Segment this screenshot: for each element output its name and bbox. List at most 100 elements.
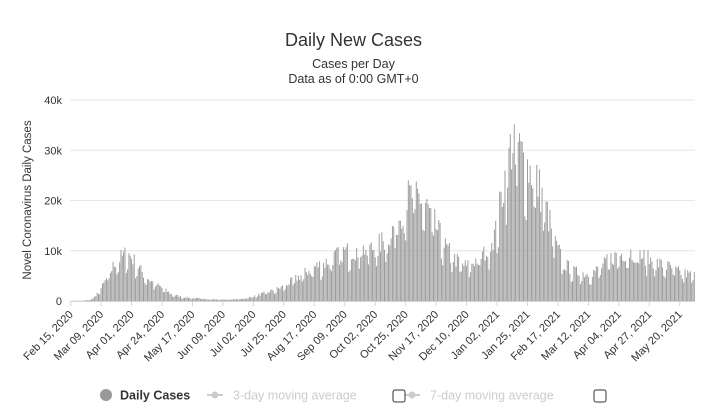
daily-case-bar[interactable]: [131, 258, 133, 301]
daily-case-bar[interactable]: [115, 267, 117, 301]
daily-case-bar[interactable]: [630, 249, 632, 301]
daily-case-bar[interactable]: [121, 255, 123, 301]
daily-case-bar[interactable]: [536, 164, 538, 301]
daily-case-bar[interactable]: [516, 186, 518, 301]
daily-case-bar[interactable]: [251, 297, 253, 301]
daily-case-bar[interactable]: [448, 243, 450, 301]
daily-case-bar[interactable]: [464, 260, 466, 301]
daily-case-bar[interactable]: [664, 277, 666, 301]
daily-case-bar[interactable]: [565, 270, 567, 301]
daily-case-bar[interactable]: [426, 198, 428, 301]
daily-case-bar[interactable]: [157, 283, 159, 301]
daily-case-bar[interactable]: [348, 271, 350, 301]
daily-case-bar[interactable]: [573, 266, 575, 301]
daily-case-bar[interactable]: [311, 276, 313, 301]
daily-case-bar[interactable]: [238, 299, 240, 301]
daily-case-bar[interactable]: [671, 268, 673, 301]
daily-case-bar[interactable]: [590, 284, 592, 301]
daily-case-bar[interactable]: [479, 265, 481, 301]
daily-case-bar[interactable]: [297, 275, 299, 301]
daily-case-bar[interactable]: [92, 298, 94, 301]
daily-case-bar[interactable]: [397, 235, 399, 301]
daily-case-bar[interactable]: [237, 299, 238, 301]
daily-case-bar[interactable]: [239, 299, 241, 301]
daily-case-bar[interactable]: [272, 290, 274, 301]
daily-case-bar[interactable]: [184, 297, 186, 301]
daily-case-bar[interactable]: [430, 207, 432, 301]
daily-case-bar[interactable]: [365, 249, 367, 301]
daily-case-bar[interactable]: [676, 267, 678, 301]
daily-case-bar[interactable]: [320, 279, 322, 301]
daily-case-bar[interactable]: [599, 275, 601, 301]
daily-case-bar[interactable]: [468, 277, 470, 301]
daily-case-bar[interactable]: [296, 280, 298, 301]
daily-case-bar[interactable]: [366, 255, 368, 301]
daily-case-bar[interactable]: [586, 273, 588, 301]
daily-case-bar[interactable]: [289, 278, 291, 301]
daily-case-bar[interactable]: [476, 263, 478, 301]
daily-case-bar[interactable]: [263, 291, 265, 301]
daily-case-bar[interactable]: [128, 253, 130, 301]
daily-case-bar[interactable]: [614, 252, 616, 301]
daily-case-bar[interactable]: [576, 266, 577, 301]
daily-case-bar[interactable]: [692, 280, 694, 301]
daily-case-bar[interactable]: [255, 297, 257, 301]
daily-case-bar[interactable]: [144, 283, 146, 301]
daily-case-bar[interactable]: [140, 264, 142, 301]
daily-case-bar[interactable]: [447, 245, 449, 301]
daily-case-bar[interactable]: [545, 201, 547, 301]
daily-case-bar[interactable]: [206, 299, 208, 301]
daily-case-bar[interactable]: [666, 269, 667, 301]
daily-case-bar[interactable]: [361, 255, 363, 301]
daily-case-bar[interactable]: [189, 297, 191, 301]
daily-case-bar[interactable]: [352, 258, 354, 301]
daily-case-bar[interactable]: [329, 269, 331, 301]
daily-case-bar[interactable]: [264, 293, 266, 301]
daily-case-bar[interactable]: [589, 284, 591, 301]
daily-case-bar[interactable]: [598, 277, 600, 301]
daily-case-bar[interactable]: [525, 220, 527, 301]
daily-case-bar[interactable]: [210, 299, 212, 301]
daily-case-bar[interactable]: [413, 213, 415, 301]
daily-case-bar[interactable]: [332, 265, 334, 301]
daily-case-bar[interactable]: [112, 261, 114, 301]
daily-case-bar[interactable]: [117, 272, 119, 301]
daily-case-bar[interactable]: [109, 272, 111, 301]
daily-case-bar[interactable]: [562, 269, 564, 301]
daily-case-bar[interactable]: [438, 220, 440, 301]
legend-item-label[interactable]: Daily Cases: [120, 389, 190, 403]
daily-case-bar[interactable]: [185, 297, 187, 301]
daily-case-bar[interactable]: [568, 260, 570, 301]
daily-case-bar[interactable]: [452, 262, 454, 301]
daily-case-bar[interactable]: [288, 284, 290, 301]
daily-case-bar[interactable]: [482, 251, 483, 301]
daily-case-bar[interactable]: [166, 291, 168, 301]
daily-case-bar[interactable]: [215, 299, 217, 301]
daily-case-bar[interactable]: [105, 278, 107, 301]
daily-case-bar[interactable]: [100, 288, 102, 301]
daily-case-bar[interactable]: [595, 266, 597, 301]
daily-case-bar[interactable]: [278, 288, 280, 301]
daily-case-bar[interactable]: [123, 251, 125, 301]
daily-case-bar[interactable]: [422, 229, 424, 301]
daily-case-bar[interactable]: [442, 265, 444, 301]
daily-case-bar[interactable]: [639, 250, 641, 301]
daily-case-bar[interactable]: [454, 254, 456, 301]
daily-case-bar[interactable]: [319, 261, 321, 301]
daily-case-bar[interactable]: [542, 230, 544, 301]
daily-case-bar[interactable]: [577, 274, 579, 301]
daily-case-bar[interactable]: [689, 271, 691, 301]
daily-case-bar[interactable]: [519, 133, 521, 301]
daily-case-bar[interactable]: [156, 285, 158, 301]
daily-case-bar[interactable]: [336, 247, 338, 301]
daily-case-bar[interactable]: [94, 296, 95, 301]
daily-case-bar[interactable]: [143, 277, 144, 301]
daily-case-bar[interactable]: [113, 266, 115, 301]
daily-case-bar[interactable]: [222, 299, 224, 301]
daily-case-bar[interactable]: [679, 270, 681, 301]
daily-case-bar[interactable]: [574, 267, 576, 301]
daily-case-bar[interactable]: [360, 257, 362, 301]
daily-case-bar[interactable]: [541, 187, 543, 301]
daily-case-bar[interactable]: [235, 298, 237, 301]
daily-case-bar[interactable]: [188, 298, 189, 301]
